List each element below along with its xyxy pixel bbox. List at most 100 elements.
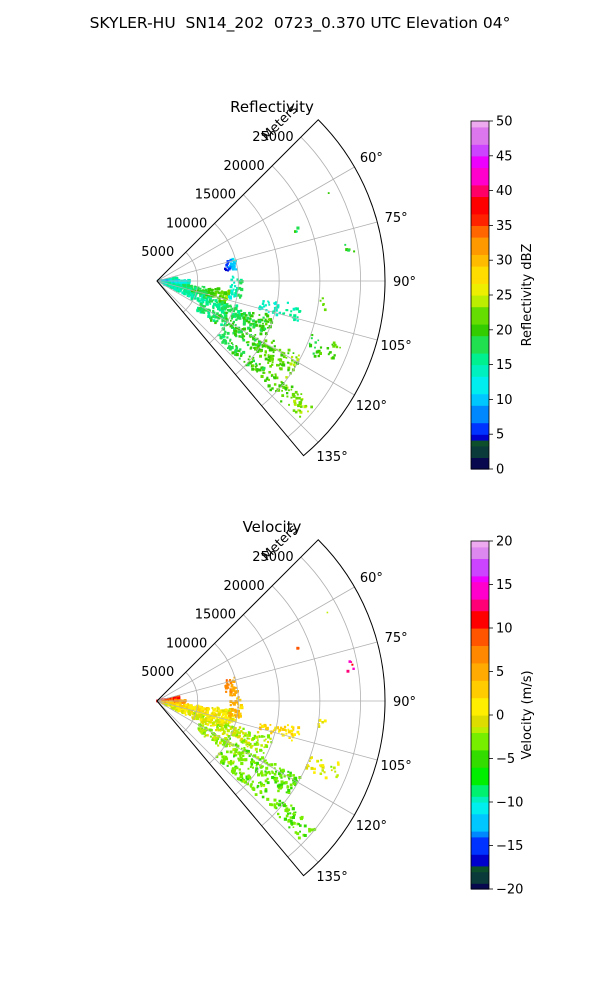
- echo-cell: [206, 707, 209, 710]
- echo-cell: [206, 718, 210, 721]
- colorbar-segment: [471, 219, 489, 226]
- echo-cell: [225, 728, 228, 730]
- echo-cell: [229, 338, 232, 341]
- echo-cell: [181, 705, 184, 708]
- echo-cell: [231, 767, 235, 770]
- echo-cell: [267, 362, 270, 364]
- radial-tick-label: 5000: [141, 665, 174, 680]
- echo-cell: [264, 304, 267, 307]
- echo-cell: [262, 366, 266, 370]
- echo-cell: [247, 774, 250, 777]
- echo-cell: [229, 750, 233, 754]
- echo-cell: [263, 305, 266, 308]
- echo-cell: [199, 730, 201, 733]
- echo-cell: [218, 712, 221, 715]
- grid-arc: [182, 251, 199, 313]
- echo-cell: [282, 355, 286, 359]
- echo-cell: [255, 368, 259, 372]
- echo-cell: [295, 230, 298, 233]
- echo-cell: [299, 816, 302, 819]
- echo-cell: [215, 740, 218, 743]
- colorbar-tick-label: 15: [496, 578, 513, 593]
- echo-cell: [215, 755, 219, 759]
- colorbar-segment: [471, 144, 489, 151]
- echo-cell: [273, 767, 276, 770]
- echo-cell: [225, 681, 229, 684]
- echo-cell: [243, 747, 246, 750]
- echo-cell: [230, 732, 234, 736]
- echo-cell: [234, 348, 238, 352]
- echo-cell: [229, 325, 232, 328]
- echo-cell: [232, 312, 235, 315]
- echo-cell: [218, 708, 220, 710]
- echo-cell: [310, 337, 313, 340]
- echo-cell: [227, 720, 231, 724]
- echo-cell: [167, 697, 170, 700]
- echo-cell: [233, 708, 237, 712]
- echo-cell: [268, 348, 273, 352]
- echo-cell: [231, 717, 235, 721]
- echo-cell: [291, 807, 295, 811]
- echo-cell: [179, 704, 182, 707]
- echo-cell: [251, 364, 255, 367]
- echo-cell: [212, 733, 215, 736]
- echo-cell: [200, 730, 203, 734]
- echo-cell: [275, 313, 279, 317]
- echo-cell: [225, 717, 229, 721]
- colorbar-segment: [471, 552, 489, 559]
- echo-cell: [206, 728, 209, 731]
- colorbar-segment: [471, 738, 489, 745]
- radial-tick-label: 15000: [195, 188, 236, 203]
- echo-cell: [233, 690, 236, 693]
- echo-cell: [223, 721, 226, 724]
- colorbar-segment: [471, 411, 489, 418]
- echo-cell: [281, 727, 285, 731]
- echo-cell: [282, 385, 286, 389]
- echo-cell: [265, 322, 268, 326]
- echo-cell: [228, 323, 231, 326]
- echo-cell: [199, 706, 202, 709]
- echo-cell: [255, 324, 258, 327]
- echo-cell: [291, 355, 294, 359]
- echo-cell: [232, 693, 236, 697]
- colorbar-segment: [471, 399, 489, 406]
- echo-cell: [216, 305, 218, 308]
- chart-panel-1: 500010000150002000025000Meters60°75°90°1…: [141, 98, 535, 478]
- colorbar-segment: [471, 842, 489, 849]
- echo-cell: [220, 295, 223, 298]
- echo-cell: [202, 290, 206, 294]
- echo-cell: [209, 718, 214, 722]
- echo-cell: [323, 308, 327, 312]
- echo-cell: [201, 310, 204, 314]
- chart-title: Velocity: [243, 518, 302, 536]
- echo-cell: [265, 745, 269, 748]
- echo-cell: [239, 707, 242, 710]
- echo-cell: [207, 708, 210, 711]
- echo-cell: [240, 287, 244, 292]
- echo-cell: [204, 308, 208, 312]
- echo-cell: [269, 388, 272, 392]
- echo-cell: [231, 283, 234, 286]
- echo-cell: [199, 287, 202, 290]
- echo-cell: [189, 707, 193, 711]
- colorbar-segment: [471, 184, 489, 192]
- echo-cell: [263, 746, 266, 749]
- echo-cell: [204, 299, 207, 302]
- echo-cell: [330, 765, 333, 768]
- echo-cell: [210, 724, 212, 727]
- echo-cell: [262, 322, 264, 325]
- echo-cell: [243, 749, 247, 752]
- echo-cell: [235, 345, 238, 347]
- echo-cell: [263, 327, 267, 331]
- echo-cell: [228, 718, 232, 722]
- echo-cell: [286, 392, 289, 395]
- echo-cell: [203, 312, 206, 314]
- echo-cell: [318, 351, 322, 355]
- echo-cell: [287, 808, 291, 812]
- echo-cell: [206, 723, 210, 726]
- grid-spoke: [156, 280, 378, 341]
- echo-cell: [347, 249, 350, 252]
- echo-cell: [258, 363, 261, 366]
- echo-cell: [177, 707, 181, 710]
- echo-cell: [207, 294, 210, 298]
